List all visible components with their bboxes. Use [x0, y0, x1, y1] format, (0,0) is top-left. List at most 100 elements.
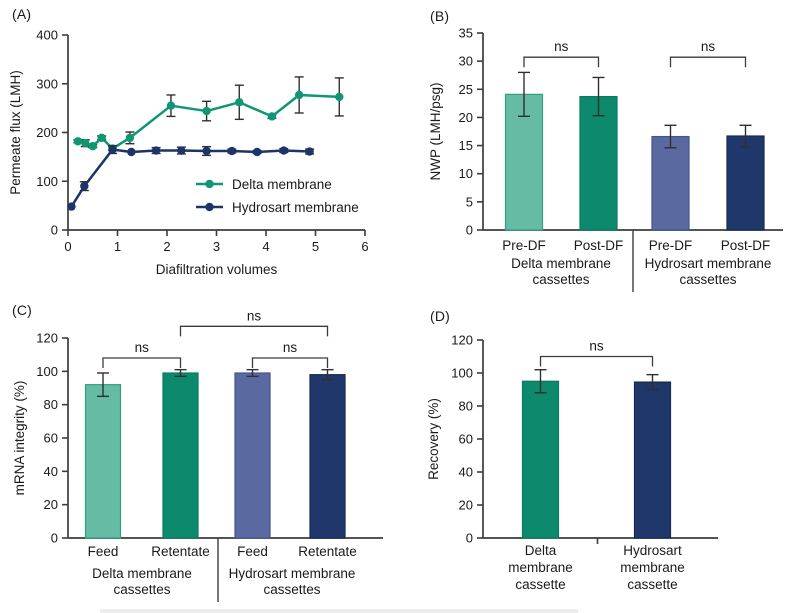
x-axis-title: Diafiltration volumes	[156, 262, 278, 277]
category-label: membrane	[508, 560, 573, 575]
significance-bracket	[539, 355, 654, 367]
series-delta-membrane	[73, 76, 344, 153]
category-label: Pre-DF	[502, 238, 546, 253]
panel-d: 0 20 40 60 80 100 120 Recovery (%) Delta membrane…	[400, 295, 800, 613]
group-label: cassettes	[532, 272, 589, 287]
data-point	[294, 90, 304, 100]
significance-label: ns	[589, 339, 604, 354]
legend-marker	[205, 179, 214, 189]
significance-bracket	[523, 56, 600, 68]
y-axis-title: Permeate flux (LMH)	[8, 70, 23, 195]
bar	[651, 135, 690, 231]
y-tick-label: 100	[36, 174, 58, 189]
y-tick-label: 40	[44, 464, 58, 479]
y-tick-label: 30	[459, 54, 473, 69]
panel-c-chart: 0 20 40 60 80 100 120 mRNA integrity (%) Feed Ret…	[12, 308, 383, 602]
data-point	[305, 147, 314, 156]
category-label: Post-DF	[721, 238, 771, 253]
data-point	[97, 133, 106, 143]
panel-b-label: (B)	[430, 8, 450, 24]
bar	[633, 381, 672, 539]
legend-label: Delta membrane	[232, 177, 332, 192]
y-tick-label: 80	[44, 397, 58, 412]
x-tick-label: 1	[114, 239, 121, 254]
data-point	[73, 137, 83, 146]
y-tick-label: 20	[44, 497, 58, 512]
group-label: cassettes	[263, 582, 320, 597]
legend-entry: Hydrosart membrane	[196, 200, 359, 215]
significance-label: ns	[135, 340, 150, 355]
bar	[579, 96, 618, 231]
data-point	[127, 147, 136, 157]
data-point	[267, 112, 277, 121]
category-label: cassette	[515, 577, 565, 592]
data-point	[202, 106, 211, 116]
y-tick-label: 40	[459, 465, 473, 480]
y-tick-label: 100	[36, 364, 58, 379]
significance-bracket	[102, 357, 182, 368]
y-tick-label: 25	[459, 82, 473, 97]
x-tick-label: 2	[163, 239, 170, 254]
y-tick-label: 20	[459, 498, 473, 513]
bar	[234, 372, 271, 539]
y-tick-label: 0	[51, 223, 58, 238]
series-line	[76, 93, 341, 150]
bar	[521, 380, 560, 539]
group-label: Delta membrane	[511, 256, 611, 271]
bottom-edge-artifact	[100, 609, 578, 613]
x-tick-label: 0	[64, 239, 71, 254]
panel-d-label: (D)	[430, 308, 451, 324]
panel-d-chart: 0 20 40 60 80 100 120 Recovery (%) Delta membrane…	[426, 333, 718, 592]
group-label: cassettes	[113, 582, 170, 597]
data-point	[252, 147, 262, 157]
category-label: Retentate	[151, 544, 210, 559]
bar	[162, 372, 199, 539]
bar	[84, 384, 122, 539]
data-point	[202, 146, 211, 156]
category-label: Pre-DF	[649, 238, 693, 253]
legend-entry: Delta membrane	[196, 177, 332, 192]
panel-c: 0 20 40 60 80 100 120 mRNA integrity (%) Feed Ret…	[0, 295, 400, 613]
y-axis-title: NWP (LMH/psg)	[428, 82, 443, 180]
data-point	[125, 133, 135, 143]
significance-bracket	[251, 357, 329, 368]
y-tick-label: 200	[36, 125, 58, 140]
y-tick-label: 0	[466, 531, 473, 546]
group-label: Hydrosart membrane	[229, 566, 356, 581]
y-axis-title: Recovery (%)	[426, 398, 441, 480]
data-point	[80, 181, 89, 191]
category-label: Feed	[237, 544, 268, 559]
panel-a-chart: 0 100 200 300 400 Permeate flux (LMH) 0 1 2 3 4 5 6 D…	[8, 28, 369, 278]
data-point	[177, 146, 186, 155]
significance-label: ns	[554, 39, 569, 54]
y-tick-label: 120	[36, 331, 58, 346]
series-hydrosart-membrane	[67, 144, 315, 211]
y-tick-label: 80	[459, 399, 473, 414]
y-tick-label: 120	[451, 333, 473, 348]
y-tick-label: 10	[459, 166, 473, 181]
category-label: Delta	[525, 543, 557, 558]
group-label: Delta membrane	[92, 566, 192, 581]
bar	[726, 135, 765, 231]
data-point	[279, 146, 289, 155]
y-tick-label: 100	[451, 366, 473, 381]
category-label: Retentate	[298, 544, 357, 559]
y-tick-label: 60	[459, 432, 473, 447]
significance-bracket	[179, 325, 329, 337]
significance-label: ns	[283, 340, 298, 355]
category-label: cassette	[627, 577, 677, 592]
panel-c-label: (C)	[12, 302, 33, 318]
panel-a: 0 100 200 300 400 Permeate flux (LMH) 0 1 2 3 4 5 6 D…	[0, 0, 400, 295]
y-tick-label: 0	[51, 531, 58, 546]
x-tick-label: 3	[213, 239, 220, 254]
category-label: membrane	[620, 560, 685, 575]
y-tick-label: 35	[459, 26, 473, 41]
data-point	[88, 141, 97, 151]
y-tick-label: 15	[459, 138, 473, 153]
data-point	[108, 145, 117, 154]
significance-label: ns	[701, 39, 716, 54]
category-label: Post-DF	[574, 238, 624, 253]
panel-b: 0 5 10 15 20 25 30 35 NWP (LMH/psg) Pre-DF Post-DF…	[400, 0, 800, 295]
legend-marker	[205, 202, 214, 212]
data-point	[335, 92, 344, 102]
